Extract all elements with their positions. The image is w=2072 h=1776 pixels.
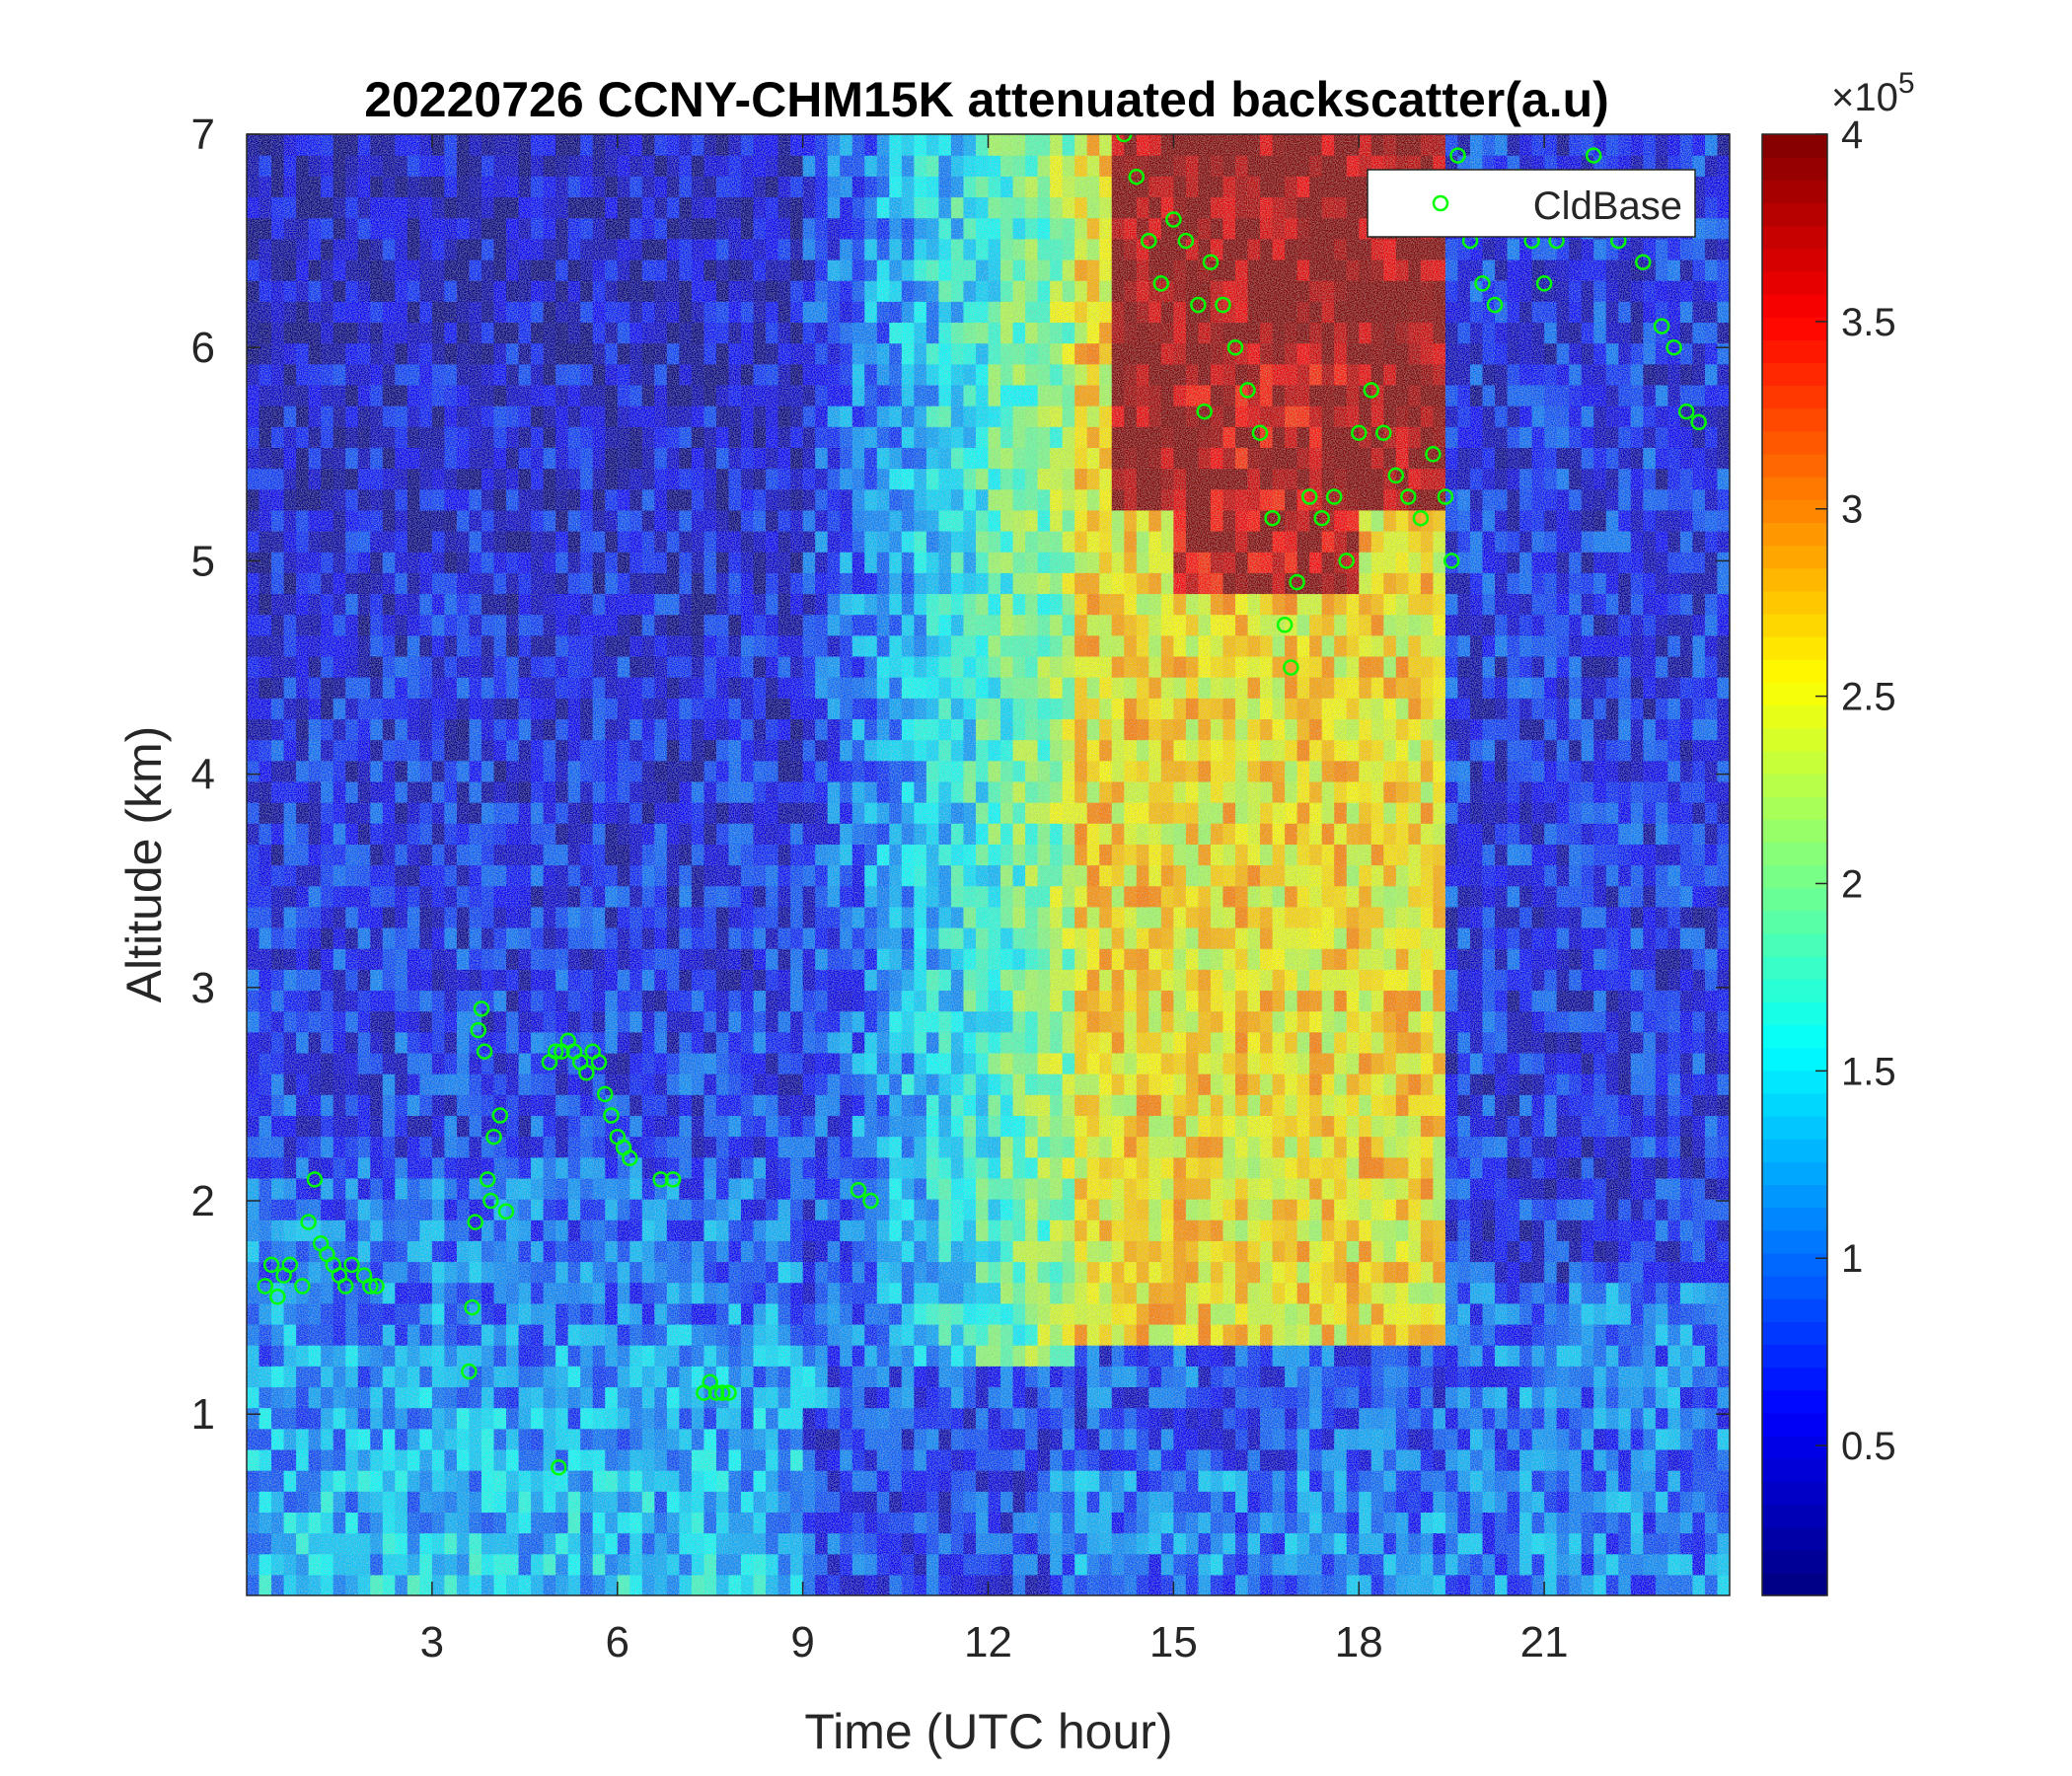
chart-title: 20220726 CCNY-CHM15K attenuated backscat…	[364, 72, 1609, 127]
plot-area	[247, 134, 1730, 1595]
